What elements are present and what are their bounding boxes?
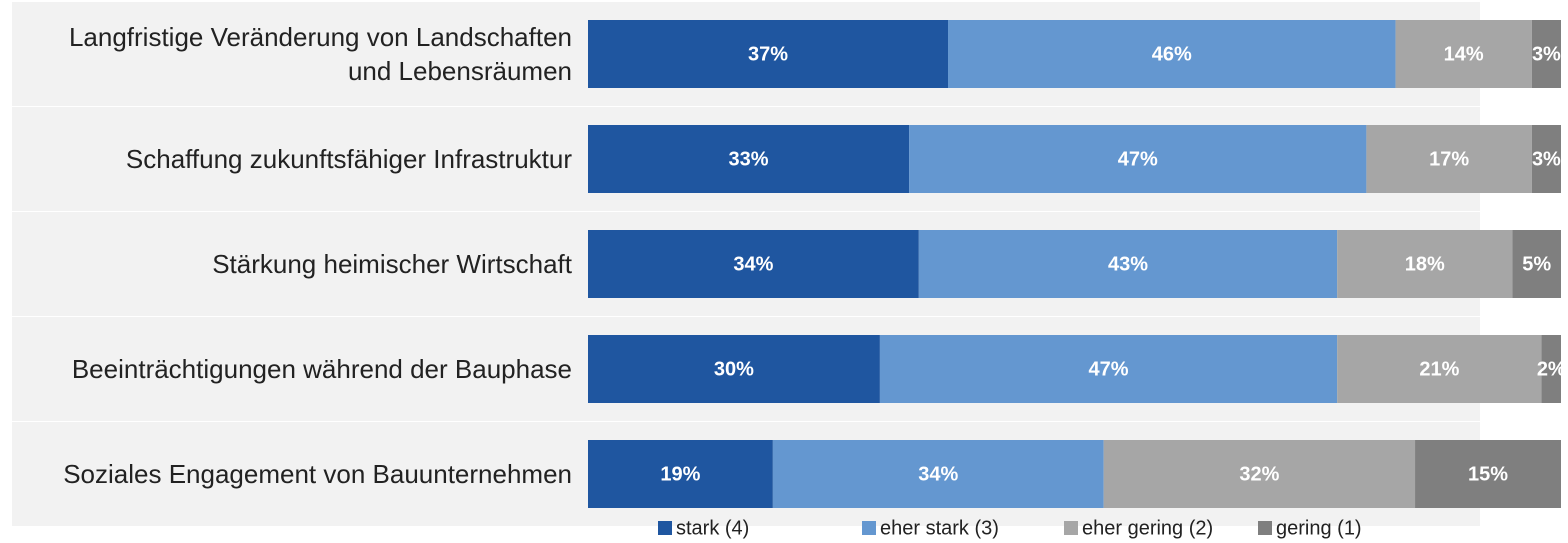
value-label: 21% xyxy=(1419,358,1459,380)
bar-segment xyxy=(1395,20,1532,88)
bar-segment xyxy=(909,125,1367,193)
bar-segment xyxy=(1337,230,1513,298)
legend-swatch xyxy=(658,521,672,535)
value-label: 2% xyxy=(1537,358,1566,380)
value-label: 30% xyxy=(714,358,754,380)
category-label: Stärkung heimischer Wirtschaft xyxy=(24,212,572,316)
bar-segment xyxy=(588,20,949,88)
value-label: 33% xyxy=(729,148,769,170)
bar-segment xyxy=(1415,440,1561,508)
bar-segment xyxy=(1541,335,1561,403)
value-label: 15% xyxy=(1468,463,1508,485)
bar-segment xyxy=(588,335,880,403)
bar-segment xyxy=(1512,230,1561,298)
bar-segment xyxy=(948,20,1396,88)
value-label: 34% xyxy=(733,253,773,275)
category-text: Stärkung heimischer Wirtschaft xyxy=(212,249,572,279)
bar-segment xyxy=(879,335,1338,403)
bar-segment xyxy=(588,125,910,193)
bar-segment xyxy=(1366,125,1532,193)
value-label: 43% xyxy=(1108,253,1148,275)
category-label: Beeinträchtigungen während der Bauphase xyxy=(24,317,572,421)
value-label: 34% xyxy=(918,463,958,485)
value-label: 14% xyxy=(1444,43,1484,65)
value-label: 18% xyxy=(1405,253,1445,275)
value-label: 47% xyxy=(1089,358,1129,380)
legend-swatch xyxy=(1064,521,1078,535)
category-text: Schaffung zukunftsfähiger Infrastruktur xyxy=(125,144,572,174)
legend-swatch xyxy=(1258,521,1272,535)
value-label: 37% xyxy=(748,43,788,65)
legend-label: stark (4) xyxy=(676,517,749,539)
legend-label: gering (1) xyxy=(1276,517,1362,539)
bar-segment xyxy=(588,230,919,298)
legend-swatch xyxy=(862,521,876,535)
value-label: 5% xyxy=(1522,253,1551,275)
category-label: Langfristige Veränderung von Landschafte… xyxy=(24,2,572,106)
value-label: 47% xyxy=(1118,148,1158,170)
category-label: Soziales Engagement von Bauunternehmen xyxy=(24,422,572,526)
bar-segment xyxy=(1531,20,1561,88)
category-text: Soziales Engagement von Bauunternehmen xyxy=(63,459,572,489)
bar-segment xyxy=(918,230,1338,298)
bar-segment xyxy=(772,440,1104,508)
category-label: Schaffung zukunftsfähiger Infrastruktur xyxy=(24,107,572,211)
value-label: 19% xyxy=(660,463,700,485)
value-label: 46% xyxy=(1152,43,1192,65)
value-label: 3% xyxy=(1532,148,1561,170)
legend-label: eher gering (2) xyxy=(1082,517,1213,539)
value-label: 3% xyxy=(1532,43,1561,65)
category-text: Langfristige Veränderung von Landschafte… xyxy=(68,22,572,86)
bar-segment xyxy=(1103,440,1416,508)
bar-segment xyxy=(1531,125,1561,193)
value-label: 17% xyxy=(1429,148,1469,170)
bar-segment xyxy=(1337,335,1542,403)
bar-segment xyxy=(588,440,773,508)
category-text: Beeinträchtigungen während der Bauphase xyxy=(71,354,572,384)
legend-label: eher stark (3) xyxy=(880,517,999,539)
value-label: 32% xyxy=(1239,463,1279,485)
